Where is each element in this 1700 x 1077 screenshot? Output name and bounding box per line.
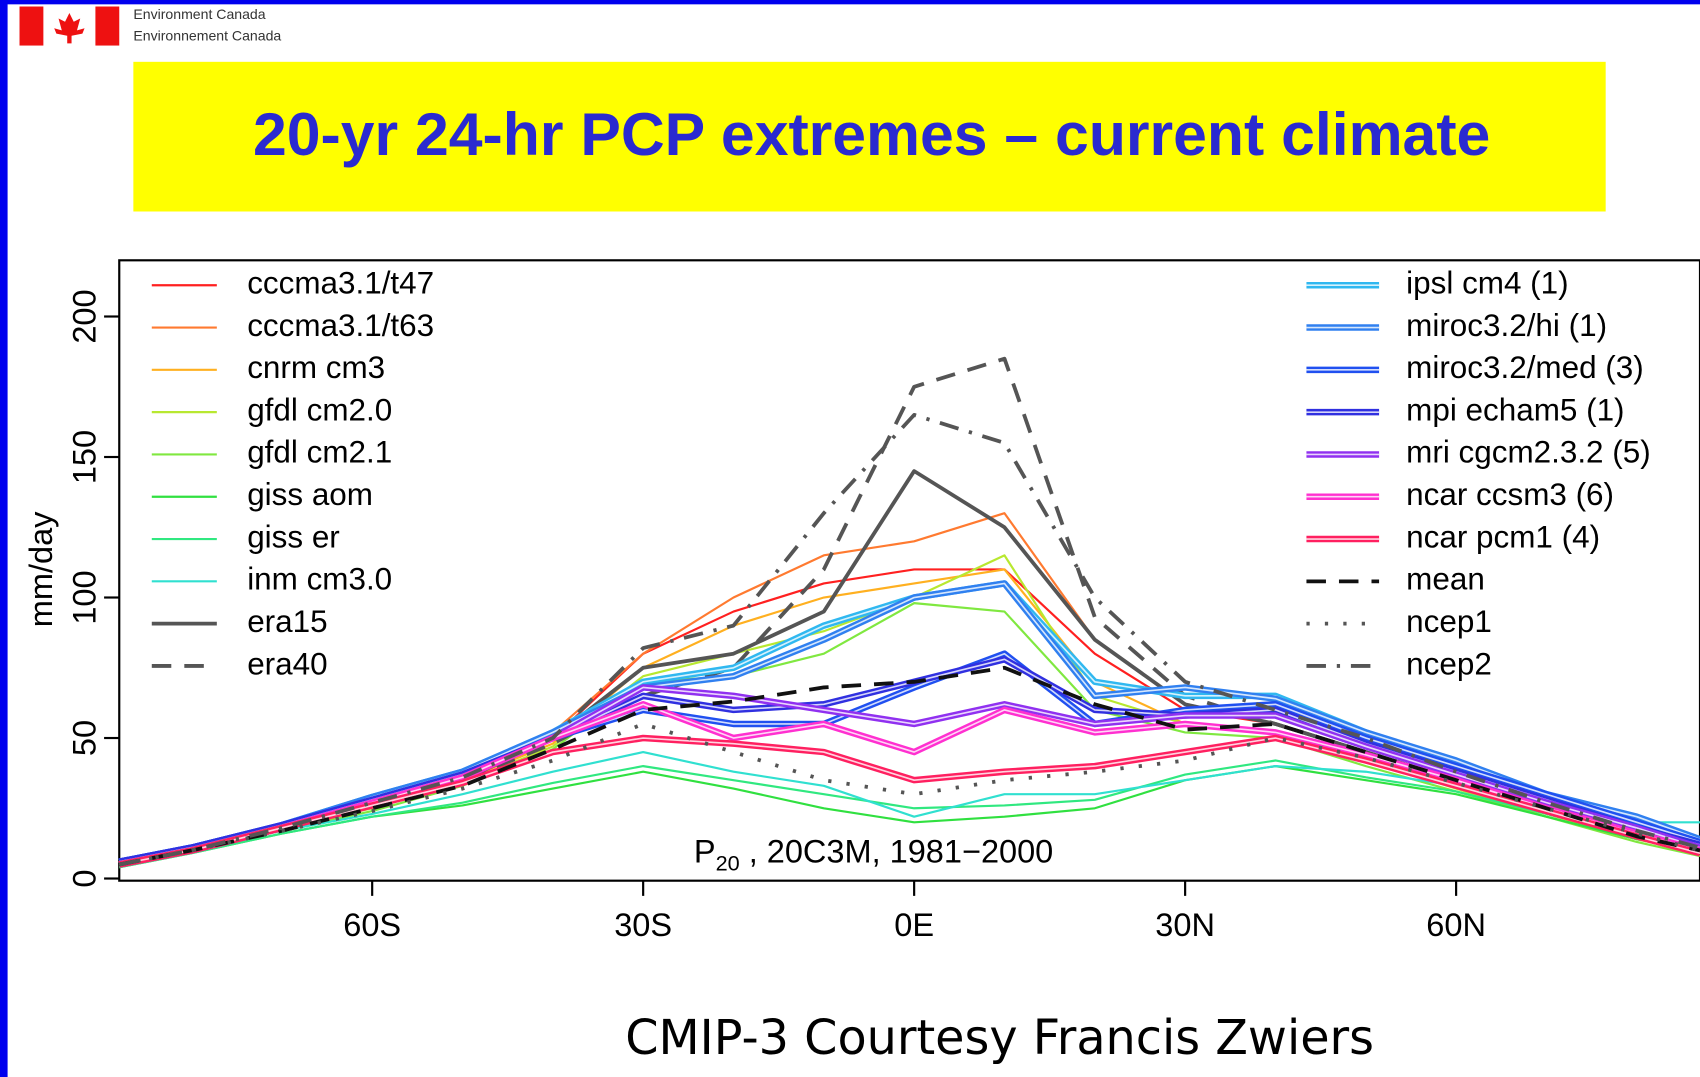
chart: mm/day P20 , 20C3M, 1981−2000 0 50 100 150 2… bbox=[23, 259, 1700, 943]
legend-label: ncep2 bbox=[1406, 646, 1492, 681]
annotation-main: P bbox=[694, 833, 716, 869]
frame-top bbox=[0, 0, 1700, 5]
flag bbox=[19, 6, 120, 46]
legend-label: giss aom bbox=[247, 477, 373, 512]
legend-label: mri cgcm2.3.2 (5) bbox=[1406, 435, 1651, 470]
x-tick-label: 60N bbox=[1426, 907, 1486, 943]
y-tick-label: 150 bbox=[66, 430, 102, 484]
x-tick-label: 30S bbox=[614, 907, 672, 943]
y-axis-label: mm/day bbox=[23, 511, 59, 627]
legend-label: era40 bbox=[247, 646, 327, 681]
y-tick-label: 200 bbox=[66, 289, 102, 343]
flag-leaf bbox=[54, 13, 85, 44]
legend-label: ncar pcm1 (4) bbox=[1406, 519, 1600, 554]
series-line bbox=[119, 759, 1700, 869]
annotation-rest: , 20C3M, 1981−2000 bbox=[740, 833, 1054, 869]
legend-label: inm cm3.0 bbox=[247, 562, 392, 597]
series-line bbox=[118, 665, 1700, 867]
legend-label: ipsl cm4 (1) bbox=[1406, 266, 1568, 301]
legend-label: gfdl cm2.0 bbox=[247, 392, 392, 427]
x-tick-label: 60S bbox=[343, 907, 401, 943]
legend-label: mean bbox=[1406, 562, 1485, 597]
x-tick-label: 30N bbox=[1155, 907, 1215, 943]
legend-label: ncep1 bbox=[1406, 604, 1492, 639]
y-tick-label: 0 bbox=[66, 869, 102, 887]
series-line bbox=[118, 412, 1700, 867]
series-line-core bbox=[119, 737, 1700, 866]
footer-credit: CMIP-3 Courtesy Francis Zwiers bbox=[625, 1011, 1374, 1066]
legend-label: giss er bbox=[247, 519, 340, 554]
frame-left bbox=[0, 0, 8, 1077]
annotation-sub: 20 bbox=[716, 850, 740, 875]
legend-label: mpi echam5 (1) bbox=[1406, 392, 1624, 427]
plot-frame bbox=[118, 259, 1700, 882]
series-line bbox=[118, 722, 1700, 867]
legend-label: era15 bbox=[247, 604, 327, 639]
agency-fr: Environnement Canada bbox=[133, 28, 281, 44]
title-box bbox=[133, 61, 1606, 212]
legend-label: cccma3.1/t47 bbox=[247, 266, 434, 301]
y-tick-label: 100 bbox=[66, 570, 102, 624]
x-tick-label: 0E bbox=[894, 907, 934, 943]
legend-label: miroc3.2/med (3) bbox=[1406, 350, 1644, 385]
agency-en: Environment Canada bbox=[133, 6, 265, 22]
legend-label: miroc3.2/hi (1) bbox=[1406, 308, 1607, 343]
flag-bar bbox=[95, 6, 120, 46]
legend-label: gfdl cm2.1 bbox=[247, 435, 392, 470]
annotation: P20 , 20C3M, 1981−2000 bbox=[694, 833, 1053, 875]
legend-label: ncar ccsm3 (6) bbox=[1406, 477, 1614, 512]
legend-label: cccma3.1/t63 bbox=[247, 308, 434, 343]
flag-bar bbox=[19, 6, 44, 46]
y-tick-label: 50 bbox=[66, 720, 102, 756]
legend-label: cnrm cm3 bbox=[247, 350, 385, 385]
slide-title: 20-yr 24-hr PCP extremes – current clima… bbox=[253, 100, 1490, 168]
